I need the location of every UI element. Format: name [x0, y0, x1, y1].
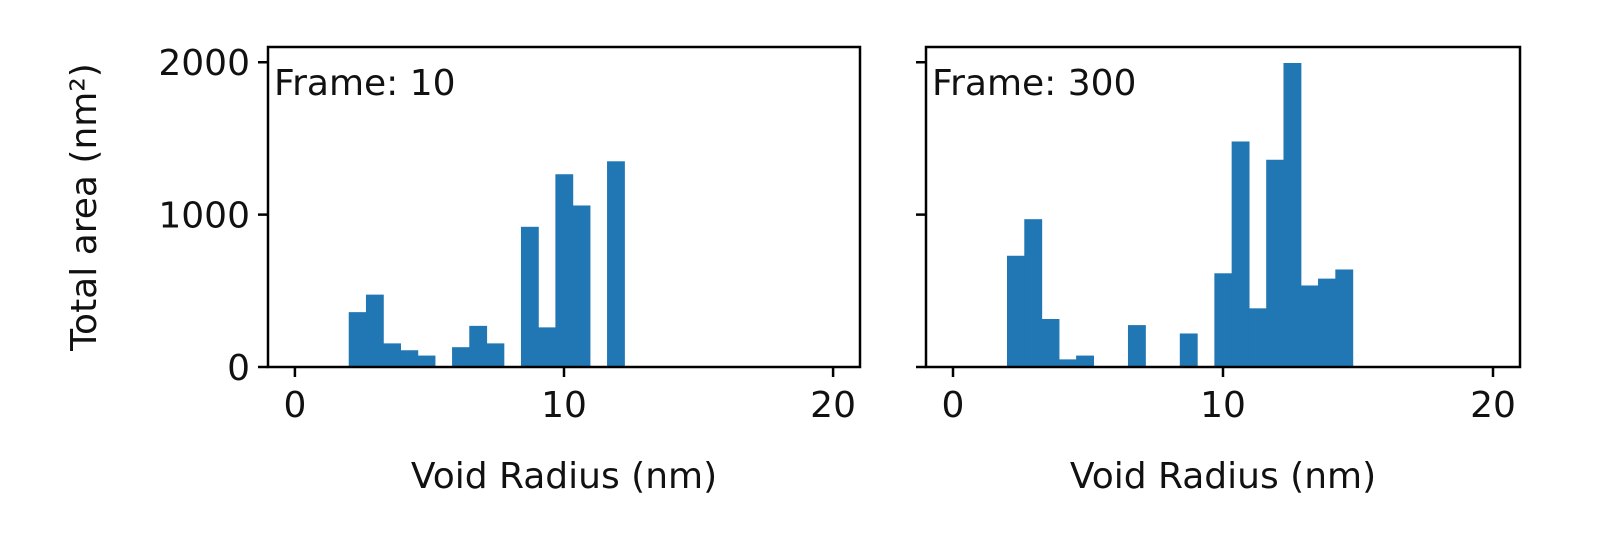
y-tick-label: 0 [227, 348, 250, 389]
histogram-bar [555, 174, 574, 367]
histogram-bar [400, 350, 419, 367]
histogram-bar [383, 343, 401, 367]
x-axis-label: Void Radius (nm) [411, 456, 717, 497]
histogram-bar [1179, 333, 1198, 367]
histogram-bar [1214, 273, 1233, 367]
histogram-bar [365, 294, 384, 367]
histogram-bar [469, 325, 488, 367]
histogram-bar [1231, 141, 1250, 367]
histogram-bar [1266, 159, 1285, 367]
histogram-bar [520, 226, 539, 367]
x-tick-label: 20 [810, 385, 856, 426]
x-tick-label: 10 [541, 385, 587, 426]
histogram-bar [607, 161, 625, 367]
histogram-bar [1024, 219, 1043, 367]
histogram-bar [538, 327, 556, 367]
x-tick-label: 10 [1200, 385, 1246, 426]
histogram-bar [1283, 63, 1302, 367]
histogram-bar [1058, 359, 1077, 367]
panel-label: Frame: 300 [932, 63, 1136, 104]
histogram-bar [1318, 278, 1336, 367]
bars [348, 161, 625, 367]
histogram-bar [1041, 319, 1060, 367]
histogram-bar [1248, 308, 1267, 367]
panel-label: Frame: 10 [274, 63, 456, 104]
histogram-bar [1076, 355, 1094, 367]
x-tick-label: 0 [942, 385, 965, 426]
y-axis-label: Total area (nm²) [64, 63, 105, 352]
histogram-bar [1127, 325, 1146, 367]
histogram-bar [1300, 285, 1319, 367]
histogram-panel-frame-10: 0 10 20 0 1000 2000 Frame: 10 Void Radius (nm) T… [64, 43, 862, 497]
histogram-bar [348, 312, 367, 367]
x-tick-label: 20 [1470, 385, 1516, 426]
histogram-bar [572, 205, 591, 367]
y-tick-label: 1000 [158, 196, 250, 237]
x-axis-label: Void Radius (nm) [1070, 456, 1376, 497]
histogram-bar [417, 355, 436, 367]
histogram-bar [486, 343, 505, 367]
y-tick-label: 2000 [158, 43, 250, 84]
bars [1007, 63, 1354, 367]
histogram-bar [1335, 269, 1354, 367]
x-tick-label: 0 [283, 385, 306, 426]
histogram-bar [452, 347, 470, 367]
histogram-bar [1007, 255, 1025, 367]
histogram-panel-frame-300: 0 10 20 Frame: 300 Void Radius (nm) [916, 45, 1522, 497]
